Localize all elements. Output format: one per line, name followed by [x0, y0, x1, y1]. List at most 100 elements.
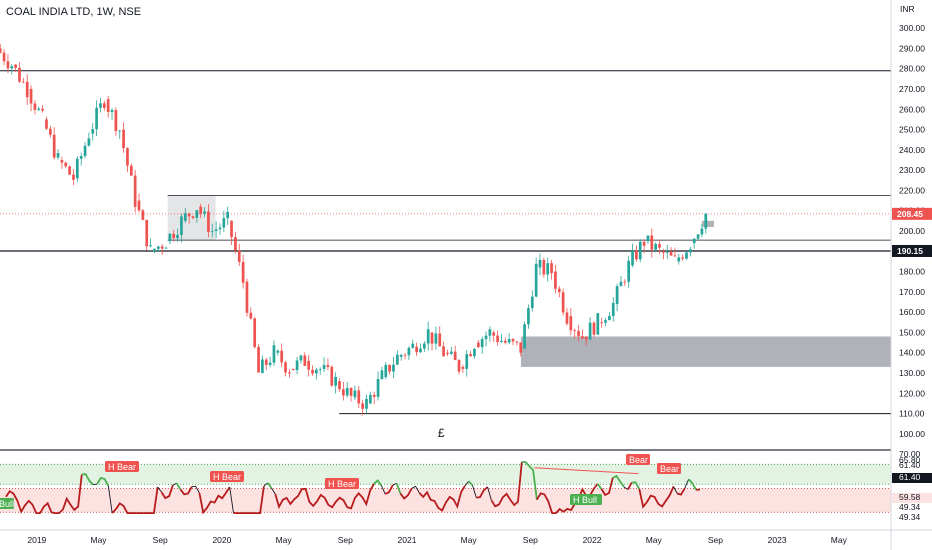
candle-body — [230, 220, 233, 238]
candle-body — [261, 359, 264, 373]
price-pane[interactable]: £ — [0, 43, 891, 451]
oscillator-line — [111, 486, 159, 514]
price-tick-label: 180.00 — [899, 267, 925, 277]
oscillator-line — [627, 482, 633, 490]
candle-body — [168, 233, 172, 242]
lower-band — [0, 488, 891, 513]
candle-body — [596, 313, 600, 335]
candle-body — [457, 360, 461, 372]
candle-body — [561, 292, 565, 313]
candle-body — [22, 81, 25, 83]
candle-body — [488, 329, 492, 336]
candle-body — [160, 246, 164, 249]
candle-body — [137, 200, 141, 211]
candle-body — [291, 368, 295, 371]
oscillator-line — [600, 477, 614, 497]
candle-body — [677, 257, 681, 262]
candle-body — [588, 322, 592, 340]
candle-body — [581, 336, 584, 339]
candle-body — [573, 330, 577, 332]
candle-body — [37, 108, 41, 110]
oscillator-line — [490, 461, 523, 508]
oscillator-line — [521, 461, 538, 500]
candle-body — [492, 332, 496, 336]
time-tick-label: 2019 — [27, 535, 46, 545]
candle-body — [79, 156, 83, 159]
last-price-tag — [892, 207, 932, 220]
candle-body — [122, 129, 125, 149]
candle-body — [638, 241, 642, 260]
oscillator-pane[interactable]: Bull H Bear H Bear H Bear Bear Bear H Bull — [0, 454, 891, 515]
candle-body — [453, 351, 457, 361]
candle-body — [430, 332, 434, 344]
oscillator-line — [638, 486, 675, 509]
candle-body — [156, 246, 160, 249]
candle-body — [253, 318, 257, 347]
bear-signal-tag — [325, 478, 359, 489]
oscillator-line — [395, 482, 402, 494]
price-tick-label: 260.00 — [899, 104, 925, 114]
candle-body — [538, 260, 542, 268]
oscillator-line — [96, 476, 110, 487]
candle-body — [395, 354, 399, 365]
time-axis[interactable]: 2019 May Sep 2020 May Sep 2021 May Sep 2022 May Sep… — [0, 529, 932, 545]
candle-body — [584, 336, 588, 340]
candle-body — [654, 243, 658, 250]
candle-body — [608, 316, 611, 321]
oscillator-line — [274, 483, 375, 510]
candle-body — [257, 346, 260, 373]
candle-body — [234, 237, 237, 251]
price-tick-label: 110.00 — [899, 409, 925, 419]
candle-body — [438, 333, 442, 347]
price-tick-label: 100.00 — [899, 429, 925, 439]
oscillator-axis-label: 70.00 — [899, 449, 921, 459]
candle-body — [496, 335, 499, 342]
candle-body — [64, 162, 68, 167]
oscillator-axis-label: 49.34 — [899, 512, 921, 522]
candle-body — [519, 342, 523, 353]
candle-body — [126, 148, 129, 166]
price-tick-label: 160.00 — [899, 307, 925, 317]
candle-body — [662, 251, 665, 253]
candle-body — [681, 257, 684, 259]
candle-body — [2, 52, 6, 62]
candle-body — [141, 210, 145, 220]
oscillator-axis-label: 61.40 — [899, 460, 921, 470]
oscillator-line — [172, 482, 177, 486]
candle-body — [95, 107, 98, 130]
candle-body — [392, 364, 395, 372]
candle-body — [704, 213, 708, 229]
candle-body — [419, 348, 422, 353]
candle-body — [422, 343, 426, 349]
candle-body — [199, 206, 203, 214]
candle-body — [183, 213, 187, 221]
candle-body — [615, 286, 619, 305]
oscillator-axis-label: 65.80 — [899, 455, 921, 465]
key-level-tag — [892, 244, 932, 257]
candle-body — [210, 231, 214, 232]
candle-body — [592, 322, 596, 335]
candle-body — [357, 390, 361, 404]
candle-body — [195, 210, 199, 218]
currency-label: INR — [900, 4, 915, 14]
candle-body — [369, 394, 372, 404]
candle-body — [685, 252, 688, 259]
oscillator-line — [687, 478, 697, 491]
candle-body — [241, 261, 245, 283]
candle-body — [315, 369, 318, 374]
time-tick-label: Sep — [153, 535, 168, 545]
candle-body — [303, 355, 307, 366]
price-axis[interactable]: INR 300.00 290.00 280.00 270.00 260.00 250.00 2… — [890, 0, 932, 550]
candle-body — [642, 241, 646, 246]
oscillator-line — [684, 479, 690, 489]
price-tick-label: 300.00 — [899, 23, 925, 33]
oscillator-line — [373, 479, 383, 487]
time-tick-label: Sep — [708, 535, 723, 545]
candle-body — [284, 362, 287, 373]
oscillator-line — [596, 483, 603, 490]
candle-body — [635, 250, 638, 260]
candle-body — [465, 354, 469, 369]
candle-body — [264, 359, 268, 365]
candle-body — [102, 103, 106, 108]
